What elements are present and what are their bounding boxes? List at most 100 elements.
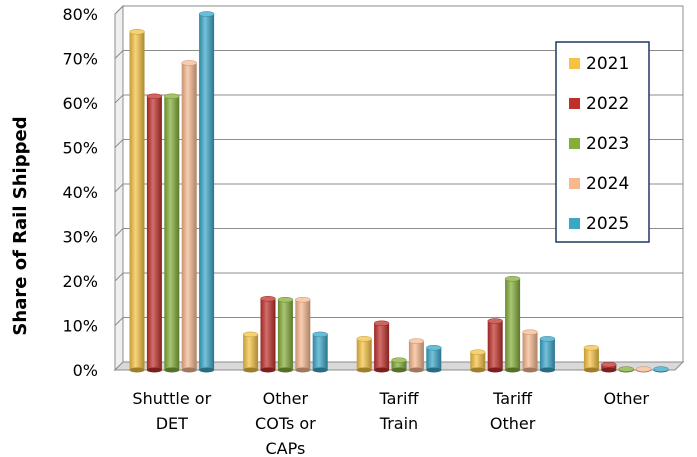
bar-top [539,336,556,342]
gridline [114,228,683,237]
bar [653,366,669,373]
bar-top [146,93,163,100]
bar-top [601,361,617,368]
bar-top [181,60,197,66]
bar-base [487,367,503,373]
gridline [114,50,683,59]
bar-top [242,331,259,338]
y-tick-label: 40% [62,183,98,202]
bar [618,366,634,373]
gridline [114,272,683,282]
bar-top [198,11,215,17]
bar-body [426,347,442,370]
y-tick-label: 30% [62,228,98,247]
bar-body [146,96,162,370]
bar-body [243,334,259,370]
bar-base [522,367,538,373]
legend-label: 2021 [586,54,629,74]
bar-top [504,276,521,282]
bars [129,11,669,373]
bar-top [129,29,145,35]
bar [373,320,390,373]
bar [470,349,486,373]
bar-body [312,334,328,370]
bar [129,29,145,373]
bar-top [373,320,390,327]
bar-body [522,332,538,370]
y-tick-label: 70% [62,50,98,69]
bar-top [635,366,652,372]
bar [164,93,180,373]
bar-base [539,367,555,373]
bar-body [374,323,390,370]
bar-body [505,278,521,370]
bar-top [487,318,503,324]
bar-top [260,296,276,302]
bar-body [487,321,503,370]
bar-base [583,367,599,373]
y-axis-label: Share of Rail Shipped [10,116,31,335]
bar-top [312,331,328,338]
bar-body [470,352,486,370]
bar [260,296,276,373]
bar-base [181,367,197,373]
bar-base [356,367,372,373]
bar-body [277,299,293,370]
bar-body [539,338,555,370]
bar-base [199,367,215,373]
bar-base [129,367,145,373]
bar-body [181,62,197,370]
legend-label: 2025 [586,214,629,234]
bar [391,357,407,373]
bar [539,336,556,373]
bar [242,331,259,373]
bar [356,336,372,373]
bar-base [146,367,162,373]
category-label: Shuttle or DET [132,389,211,433]
bar-base [243,367,259,373]
y-tick-label: 50% [62,139,98,158]
bar-top [295,296,311,303]
bar-body [199,14,215,370]
bar-top [277,296,294,303]
category-label: Tariff Other [490,389,536,433]
bar-body [583,347,599,370]
bar [635,366,652,373]
bar-base [505,367,521,373]
category-label: Other [603,389,649,408]
bar-body [408,341,424,370]
bar-top [426,345,442,351]
category-labels: Shuttle or DET Other COTs or CAPs Tariff Train… [132,389,649,457]
bar-base [426,367,442,373]
bar [146,93,163,373]
legend-swatch [569,98,580,109]
bar-base [408,367,424,373]
gridline [114,139,683,148]
bar [408,338,425,373]
bar-base [164,367,180,373]
bar-top [470,349,486,355]
bar [312,331,328,373]
bar [504,276,521,373]
bar-base [601,367,617,373]
bar-body [391,360,407,370]
legend: 2021 2022 2023 2024 2025 [555,41,650,243]
gridline [114,317,683,326]
bar [583,345,600,373]
bar [426,345,442,373]
bar-top [164,93,180,100]
y-tick-label: 0% [73,361,98,380]
bar-body [356,338,372,370]
category-label: Other COTs or CAPs [255,389,316,457]
y-tick-label: 10% [62,317,98,336]
bar [181,60,197,373]
legend-label: 2022 [586,94,629,114]
bar [522,329,538,373]
y-tick-label: 60% [62,94,98,113]
gridline [114,94,683,104]
bar-body [164,96,180,370]
bar-top [391,357,407,363]
bar [601,361,617,373]
bar-top [356,336,372,342]
gridline [114,183,683,193]
